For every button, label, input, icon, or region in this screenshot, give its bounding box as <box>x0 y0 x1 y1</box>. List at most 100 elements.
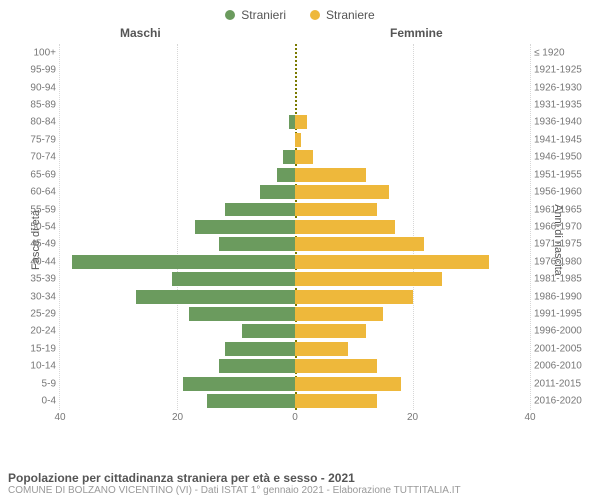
bar-male <box>207 394 295 408</box>
bar-female <box>295 185 389 199</box>
age-label: 35-39 <box>30 274 56 285</box>
pyramid-row: 45-491971-1975 <box>60 236 530 253</box>
pyramid-row: 65-691951-1955 <box>60 166 530 183</box>
birth-label: 1936-1940 <box>534 117 582 128</box>
legend-female-swatch <box>310 10 320 20</box>
header-male: Maschi <box>120 26 161 40</box>
bar-male <box>172 272 295 286</box>
birth-label: 1941-1945 <box>534 134 582 145</box>
pyramid-row: 10-142006-2010 <box>60 358 530 375</box>
age-label: 45-49 <box>30 239 56 250</box>
pyramid-row: 90-941926-1930 <box>60 79 530 96</box>
pyramid-row: 40-441976-1980 <box>60 253 530 270</box>
bar-male <box>225 342 296 356</box>
chart: Fasce di età Anni di nascita 100+≤ 19209… <box>0 42 600 438</box>
x-tick: 40 <box>54 412 65 423</box>
bar-female <box>295 115 307 129</box>
birth-label: 1986-1990 <box>534 291 582 302</box>
birth-label: 1966-1970 <box>534 221 582 232</box>
age-label: 55-59 <box>30 204 56 215</box>
footer-title: Popolazione per cittadinanza straniera p… <box>8 471 592 485</box>
pyramid-row: 70-741946-1950 <box>60 149 530 166</box>
footer: Popolazione per cittadinanza straniera p… <box>8 471 592 496</box>
bar-female <box>295 220 395 234</box>
legend-male: Stranieri <box>225 8 286 22</box>
pyramid-row: 95-991921-1925 <box>60 61 530 78</box>
age-label: 30-34 <box>30 291 56 302</box>
birth-label: 1931-1935 <box>534 99 582 110</box>
pyramid-row: 60-641956-1960 <box>60 183 530 200</box>
column-headers: Maschi Femmine <box>0 26 600 42</box>
legend-male-swatch <box>225 10 235 20</box>
birth-label: 1926-1930 <box>534 82 582 93</box>
x-tick: 20 <box>407 412 418 423</box>
bar-male <box>260 185 295 199</box>
birth-label: 1961-1965 <box>534 204 582 215</box>
pyramid-row: 100+≤ 1920 <box>60 44 530 61</box>
birth-label: 1921-1925 <box>534 65 582 76</box>
bar-female <box>295 150 313 164</box>
bar-male <box>277 168 295 182</box>
birth-label: 1946-1950 <box>534 152 582 163</box>
bar-female <box>295 394 377 408</box>
pyramid-row: 0-42016-2020 <box>60 392 530 409</box>
rows-container: 100+≤ 192095-991921-192590-941926-193085… <box>60 44 530 410</box>
birth-label: 1991-1995 <box>534 309 582 320</box>
birth-label: 1956-1960 <box>534 187 582 198</box>
age-label: 10-14 <box>30 361 56 372</box>
bar-female <box>295 237 424 251</box>
pyramid-row: 80-841936-1940 <box>60 114 530 131</box>
bar-female <box>295 359 377 373</box>
birth-label: 1996-2000 <box>534 326 582 337</box>
bar-female <box>295 342 348 356</box>
pyramid-row: 35-391981-1985 <box>60 270 530 287</box>
header-female: Femmine <box>390 26 443 40</box>
age-label: 40-44 <box>30 256 56 267</box>
pyramid-row: 15-192001-2005 <box>60 340 530 357</box>
bar-male <box>195 220 295 234</box>
birth-label: 1971-1975 <box>534 239 582 250</box>
bar-male <box>136 290 295 304</box>
x-tick: 20 <box>172 412 183 423</box>
birth-label: 2011-2015 <box>534 378 581 389</box>
bar-female <box>295 168 366 182</box>
birth-label: ≤ 1920 <box>534 47 565 58</box>
pyramid-row: 25-291991-1995 <box>60 305 530 322</box>
footer-subtitle: COMUNE DI BOLZANO VICENTINO (VI) - Dati … <box>8 485 592 496</box>
pyramid-row: 30-341986-1990 <box>60 288 530 305</box>
birth-label: 1951-1955 <box>534 169 582 180</box>
bar-male <box>283 150 295 164</box>
bar-male <box>219 237 295 251</box>
age-label: 25-29 <box>30 309 56 320</box>
legend-male-label: Stranieri <box>241 8 286 22</box>
age-label: 95-99 <box>30 65 56 76</box>
pyramid-row: 20-241996-2000 <box>60 323 530 340</box>
bar-male <box>219 359 295 373</box>
age-label: 5-9 <box>42 378 56 389</box>
pyramid-row: 55-591961-1965 <box>60 201 530 218</box>
age-label: 70-74 <box>30 152 56 163</box>
age-label: 0-4 <box>42 396 56 407</box>
bar-male <box>183 377 295 391</box>
bar-male <box>72 255 295 269</box>
pyramid-row: 50-541966-1970 <box>60 218 530 235</box>
plot-area: 100+≤ 192095-991921-192590-941926-193085… <box>60 44 530 410</box>
legend-female: Straniere <box>310 8 375 22</box>
bar-male <box>242 324 295 338</box>
birth-label: 2016-2020 <box>534 396 582 407</box>
age-label: 20-24 <box>30 326 56 337</box>
age-label: 50-54 <box>30 221 56 232</box>
bar-female <box>295 272 442 286</box>
age-label: 15-19 <box>30 343 56 354</box>
age-label: 80-84 <box>30 117 56 128</box>
bar-female <box>295 290 413 304</box>
x-axis-ticks: 020204040 <box>60 412 530 426</box>
bar-male <box>225 203 296 217</box>
birth-label: 1981-1985 <box>534 274 582 285</box>
legend-female-label: Straniere <box>326 8 375 22</box>
age-label: 100+ <box>33 47 56 58</box>
age-label: 75-79 <box>30 134 56 145</box>
birth-label: 2001-2005 <box>534 343 582 354</box>
pyramid-row: 75-791941-1945 <box>60 131 530 148</box>
age-label: 90-94 <box>30 82 56 93</box>
